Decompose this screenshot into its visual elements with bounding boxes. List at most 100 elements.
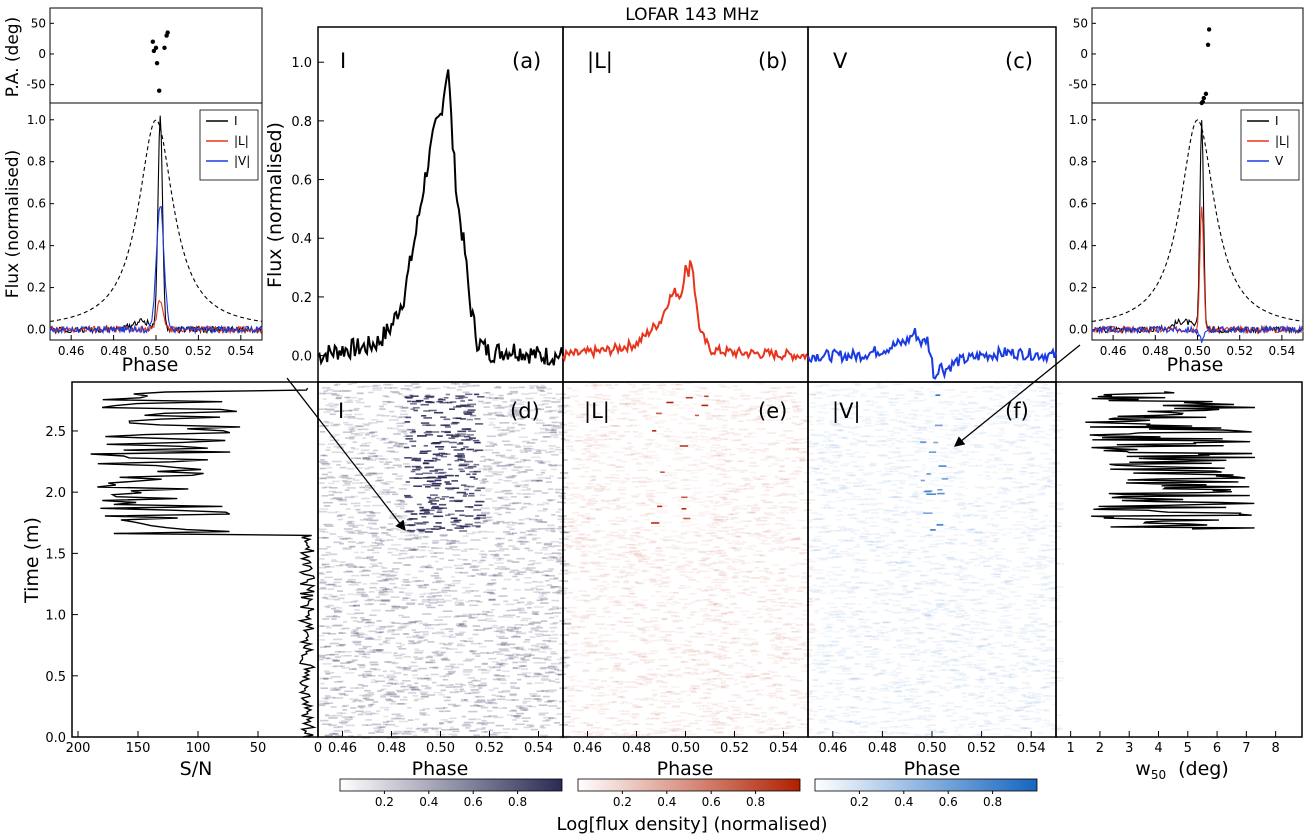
heatmap-cell bbox=[454, 519, 462, 522]
heatmap-cell bbox=[568, 539, 579, 541]
heatmap-cell bbox=[749, 407, 757, 410]
heatmap-cell bbox=[788, 599, 797, 601]
heatmap-cell bbox=[560, 397, 570, 399]
heatmap-cell bbox=[492, 521, 500, 524]
heatmap-cell bbox=[478, 705, 485, 707]
heatmap-cell bbox=[593, 387, 598, 390]
heatmap-cell bbox=[695, 623, 705, 626]
heatmap-cell bbox=[608, 520, 617, 522]
heatmap-cell bbox=[387, 523, 394, 525]
heatmap-cell bbox=[372, 649, 383, 651]
heatmap-cell bbox=[391, 607, 399, 610]
heatmap-cell bbox=[716, 635, 723, 638]
heatmap-cell bbox=[743, 570, 752, 573]
heatmap-cell bbox=[780, 528, 786, 531]
heatmap-cell bbox=[758, 516, 768, 519]
heatmap-cell bbox=[717, 573, 727, 576]
heatmap-cell bbox=[572, 467, 582, 470]
heatmap-cell bbox=[497, 415, 506, 417]
heatmap-cell bbox=[388, 510, 394, 512]
heatmap-cell bbox=[663, 673, 669, 676]
heatmap-cell bbox=[464, 692, 472, 695]
heatmap-cell bbox=[779, 584, 789, 587]
heatmap-cell bbox=[754, 729, 760, 732]
heatmap-cell bbox=[336, 443, 346, 446]
heatmap-cell bbox=[479, 685, 487, 687]
heatmap-cell bbox=[534, 630, 540, 632]
heatmap-cell bbox=[760, 554, 767, 557]
heatmap-cell bbox=[772, 675, 782, 677]
heatmap-cell bbox=[324, 698, 330, 700]
heatmap-cell bbox=[391, 568, 400, 570]
heatmap-cell bbox=[669, 611, 680, 614]
heatmap-cell bbox=[743, 435, 751, 438]
heatmap-cell bbox=[661, 617, 668, 620]
heatmap-cell bbox=[506, 393, 513, 395]
heatmap-cell bbox=[534, 698, 542, 700]
heatmap-cell bbox=[331, 607, 337, 610]
heatmap-cell bbox=[806, 393, 817, 395]
heatmap-cell bbox=[396, 690, 405, 693]
heatmap-cell bbox=[568, 644, 574, 647]
heatmap-cell bbox=[598, 636, 603, 639]
heatmap-cell bbox=[677, 459, 684, 461]
heatmap-cell bbox=[748, 725, 754, 728]
heatmap-cell bbox=[455, 405, 466, 407]
heatmap-cell bbox=[581, 506, 587, 508]
heatmap-cell bbox=[653, 502, 660, 505]
heatmap-cell bbox=[404, 496, 413, 499]
heatmap-cell bbox=[386, 528, 391, 531]
heatmap-cell bbox=[598, 733, 604, 735]
heatmap-cell bbox=[428, 599, 439, 602]
heatmap-cell bbox=[381, 578, 387, 581]
heatmap-cell bbox=[537, 461, 544, 463]
heatmap-cell bbox=[335, 564, 343, 567]
heatmap-cell bbox=[496, 559, 502, 561]
heatmap-cell bbox=[757, 727, 763, 730]
heatmap-cell bbox=[675, 436, 683, 439]
heatmap-cell bbox=[779, 506, 787, 508]
heatmap-cell bbox=[381, 415, 390, 417]
heatmap-cell bbox=[783, 622, 789, 625]
heatmap-cell bbox=[669, 647, 675, 649]
heatmap-cell bbox=[610, 464, 616, 467]
heatmap-cell bbox=[628, 384, 636, 386]
heatmap-cell bbox=[485, 401, 492, 404]
heatmap-cell bbox=[348, 409, 359, 412]
heatmap-cell bbox=[705, 412, 710, 415]
heatmap-cell bbox=[727, 487, 736, 490]
heatmap-cell bbox=[416, 503, 422, 506]
heatmap-cell bbox=[502, 628, 509, 631]
heatmap-cell bbox=[422, 633, 429, 636]
heatmap-cell bbox=[400, 531, 410, 533]
heatmap-cell bbox=[745, 594, 753, 596]
heatmap-cell bbox=[611, 701, 618, 703]
heatmap-cell bbox=[535, 515, 540, 517]
heatmap-cell bbox=[526, 442, 536, 444]
heatmap-cell bbox=[330, 424, 339, 427]
heatmap-cell bbox=[600, 499, 605, 502]
heatmap-cell bbox=[743, 479, 754, 481]
heatmap-cell bbox=[807, 520, 812, 523]
heatmap-cell bbox=[409, 555, 416, 558]
heatmap-cell bbox=[461, 724, 471, 726]
heatmap-cell bbox=[760, 520, 768, 522]
heatmap-cell bbox=[447, 463, 452, 466]
heatmap-cell bbox=[492, 706, 498, 709]
heatmap-cell bbox=[540, 675, 545, 678]
heatmap-cell bbox=[775, 637, 786, 639]
heatmap-cell bbox=[709, 483, 714, 486]
heatmap-cell bbox=[746, 571, 752, 573]
heatmap-cell bbox=[398, 488, 407, 490]
heatmap-cell bbox=[611, 732, 619, 735]
heatmap-cell bbox=[467, 430, 476, 432]
heatmap-cell bbox=[687, 422, 696, 425]
heatmap-cell bbox=[355, 556, 362, 558]
heatmap-cell bbox=[632, 600, 638, 603]
heatmap-cell bbox=[793, 411, 802, 413]
heatmap-cell bbox=[528, 654, 535, 657]
heatmap-cell bbox=[371, 496, 381, 498]
heatmap-cell bbox=[385, 609, 395, 612]
heatmap-cell bbox=[701, 557, 711, 559]
heatmap-cell bbox=[616, 604, 626, 607]
